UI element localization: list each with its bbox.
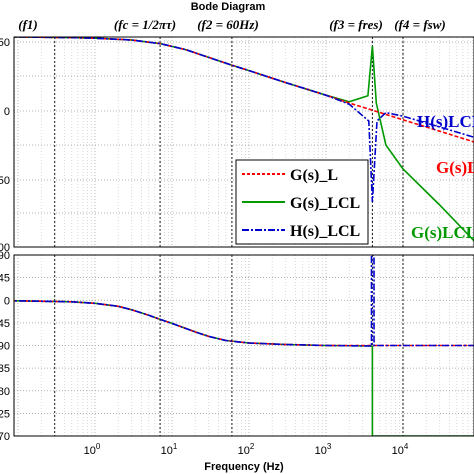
x-tick-label: 101: [161, 442, 178, 457]
y-tick-label: 0: [4, 295, 10, 307]
y-tick-label: -135: [0, 363, 10, 375]
y-tick-label: -180: [0, 386, 10, 398]
x-axis-label: Frequency (Hz): [204, 461, 284, 473]
legend: G(s)_L G(s)_LCL H(s)_LCL: [235, 159, 369, 245]
annotation-glcl: G(s)LCL: [411, 223, 474, 242]
magnitude-series: [14, 37, 474, 242]
vertical-marker-label: (f1): [18, 17, 38, 32]
y-tick-label: -45: [0, 318, 10, 330]
vertical-marker-label: (f4 = fsw): [394, 17, 445, 32]
legend-label-glcl: G(s)_LCL: [290, 195, 360, 212]
y-tick-label: -200: [0, 242, 10, 254]
series-line: [14, 255, 474, 348]
magnitude-frame: [13, 36, 474, 248]
phase-panel: 90 45 0 -45 -90 -135 -180 -225 -270: [0, 250, 474, 443]
y-tick-label: -90: [0, 341, 10, 353]
y-tick-label: -225: [0, 408, 10, 420]
vertical-marker-label: (f2 = 60Hz): [197, 17, 259, 32]
y-tick-label: 150: [0, 37, 10, 49]
y-tick-label: 0: [4, 106, 10, 118]
y-tick-label: -270: [0, 431, 10, 443]
x-tick-label: 100: [84, 442, 101, 457]
y-tick-label: 45: [0, 273, 10, 285]
vertical-marker-label: (f3 = fres): [329, 17, 383, 32]
x-tick-label: 103: [315, 442, 332, 457]
legend-label-gl: G(s)_L: [290, 167, 338, 184]
y-tick-label: -150: [0, 175, 10, 187]
phase-y-ticks: 90 45 0 -45 -90 -135 -180 -225 -270: [0, 250, 10, 443]
series-line: [14, 37, 474, 203]
chart-title: Bode Diagram: [191, 1, 266, 13]
legend-label-hlcl: H(s)_LCL: [290, 223, 360, 240]
x-tick-label: 102: [238, 442, 255, 457]
annotation-hlcl: H(s)LCL: [417, 112, 474, 131]
marker-labels: (f1) (fc = 1/2πτ) (f2 = 60Hz) (f3 = fres) (f…: [18, 17, 445, 32]
x-tick-labels: 100 101 102 103 104: [84, 442, 409, 457]
x-tick-label: 104: [392, 442, 409, 457]
magnitude-vertical-markers: [54, 37, 404, 247]
y-tick-label: 90: [0, 250, 10, 262]
magnitude-y-ticks: 150 0 -150 -200: [0, 37, 10, 254]
phase-series: [14, 255, 474, 436]
vertical-marker-label: (fc = 1/2πτ): [114, 17, 176, 32]
phase-frame: [13, 254, 474, 437]
annotation-gl: G(s)L: [436, 158, 474, 177]
magnitude-panel: 150 0 -150 -200 H(s)LCL G(s)L G(s)LCL G(s)_…: [0, 36, 474, 254]
